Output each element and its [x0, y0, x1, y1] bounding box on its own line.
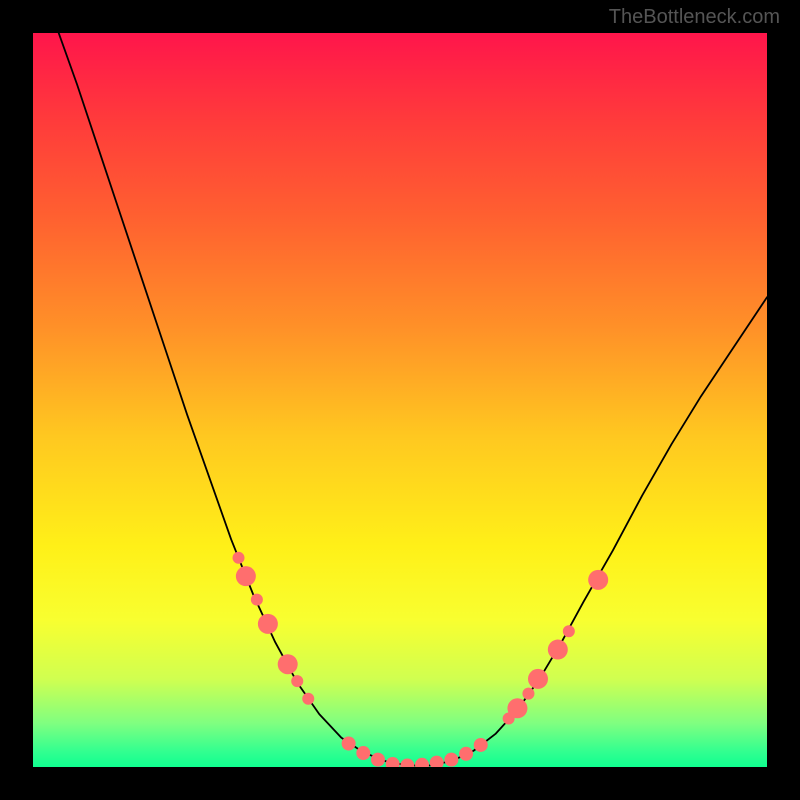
data-point-left: [233, 552, 245, 564]
data-point-right: [522, 688, 534, 700]
data-point-left: [278, 654, 298, 674]
data-point-right: [507, 698, 527, 718]
data-point-left: [302, 693, 314, 705]
data-point-bottom: [371, 753, 385, 767]
data-point-left: [236, 566, 256, 586]
data-point-bottom: [342, 737, 356, 751]
data-point-bottom: [444, 753, 458, 767]
data-point-left: [258, 614, 278, 634]
data-point-right: [563, 625, 575, 637]
data-point-right: [528, 669, 548, 689]
data-point-left: [251, 594, 263, 606]
data-point-right: [588, 570, 608, 590]
data-point-bottom: [474, 738, 488, 752]
data-point-left: [291, 675, 303, 687]
chart-svg: [33, 33, 767, 767]
data-point-bottom: [356, 746, 370, 760]
chart-background: [33, 33, 767, 767]
data-point-right: [548, 640, 568, 660]
watermark-text: TheBottleneck.com: [609, 6, 780, 29]
data-point-bottom: [459, 747, 473, 761]
bottleneck-chart: [33, 33, 767, 767]
